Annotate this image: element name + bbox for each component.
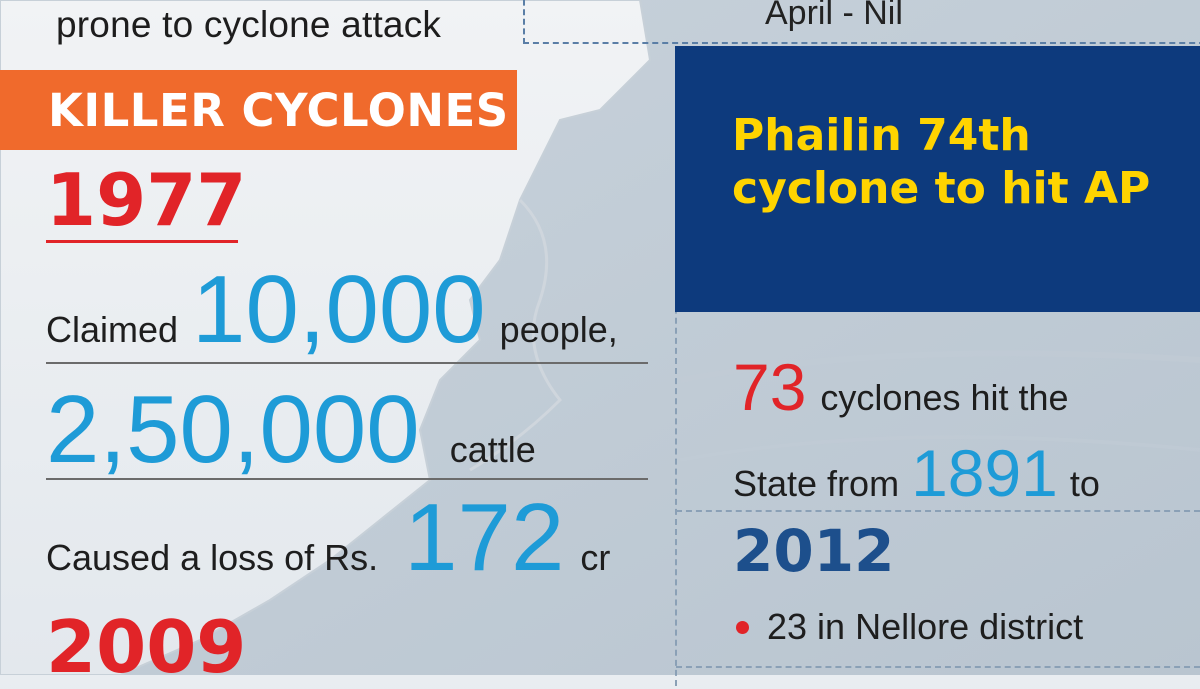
cyclone-count: 73: [733, 350, 807, 424]
loss-unit: cr: [580, 537, 611, 578]
year-range-row: State from 1891 to: [733, 440, 1100, 506]
killer-cyclones-banner: KILLER CYCLONES: [0, 70, 517, 150]
right-divider: [676, 510, 1200, 512]
top-left-fragment: prone to cyclone attack: [56, 4, 442, 45]
phailin-title-box: [675, 46, 1200, 312]
loss-label: Caused a loss of Rs.: [46, 537, 379, 578]
claimed-label: Claimed: [46, 309, 179, 350]
nellore-bullet: 23 in Nellore district: [736, 606, 1083, 648]
loss-row: Caused a loss of Rs. 172 cr: [46, 490, 610, 586]
top-dashed-box: [523, 0, 1200, 44]
start-year: 1891: [911, 436, 1058, 510]
cattle-row: 2,50,000 cattle: [46, 382, 536, 478]
loss-amount: 172: [404, 484, 565, 591]
state-from-label: State from: [733, 463, 900, 504]
cattle-label: cattle: [449, 429, 536, 470]
claimed-people-row: Claimed 10,000 people,: [46, 262, 618, 358]
top-right-fragment: April - Nil: [765, 0, 903, 32]
people-count: 10,000: [192, 256, 486, 363]
banner-title: KILLER CYCLONES: [48, 83, 509, 137]
right-divider-bottom: [676, 666, 1200, 668]
bullet-dot-icon: [736, 620, 749, 634]
end-year: 2012: [733, 517, 895, 585]
to-label: to: [1069, 463, 1100, 504]
year-underline: [46, 240, 238, 243]
year-2009: 2009: [46, 605, 247, 689]
phailin-title: Phailin 74th cyclone to hit AP: [732, 110, 1151, 214]
cyclones-text: cyclones hit the: [820, 377, 1069, 418]
nellore-note: 23 in Nellore district: [767, 606, 1084, 647]
cyclone-count-row: 73 cyclones hit the: [733, 354, 1069, 420]
people-label: people,: [499, 309, 618, 350]
divider-1: [46, 362, 648, 364]
cattle-count: 2,50,000: [46, 376, 420, 483]
divider-2: [46, 478, 648, 480]
year-1977: 1977: [46, 158, 247, 242]
right-panel: [675, 46, 1200, 686]
